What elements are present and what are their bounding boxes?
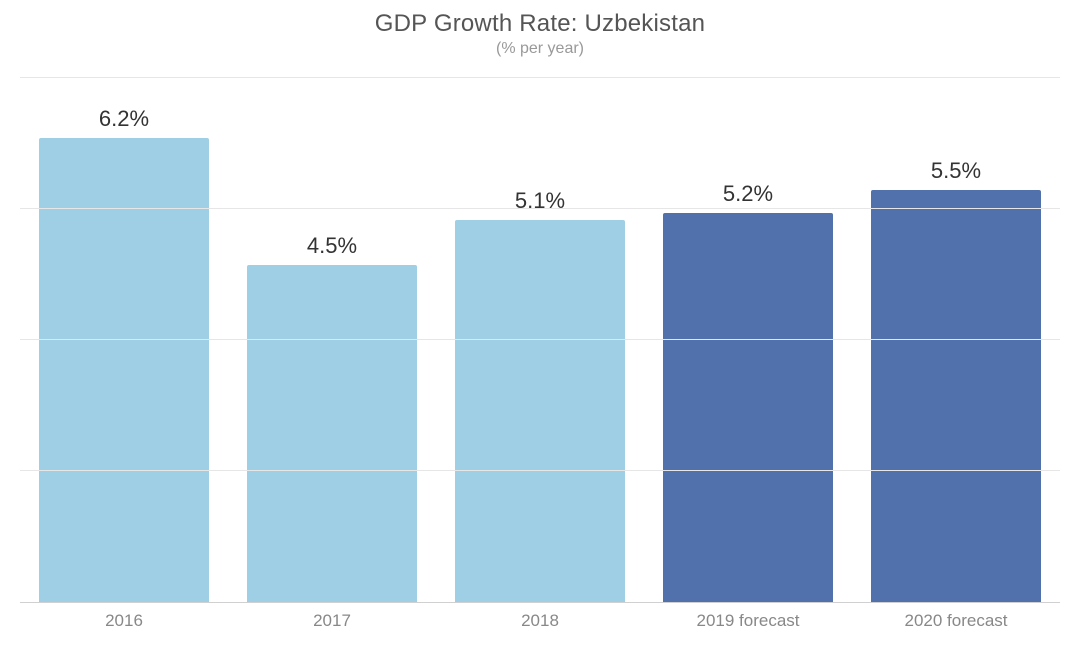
- chart-title-block: GDP Growth Rate: Uzbekistan (% per year): [0, 10, 1080, 58]
- bar-value-label: 6.2%: [99, 106, 149, 132]
- bar-slot: 5.2%: [644, 78, 852, 602]
- bar-value-label: 5.5%: [931, 158, 981, 184]
- x-axis-label: 2019 forecast: [644, 611, 852, 631]
- chart-subtitle: (% per year): [0, 40, 1080, 58]
- plot-area: 6.2%4.5%5.1%5.2%5.5%: [20, 78, 1060, 603]
- bar-value-label: 4.5%: [307, 233, 357, 259]
- x-axis-label: 2018: [436, 611, 644, 631]
- x-axis-label: 2017: [228, 611, 436, 631]
- gridline: [20, 470, 1060, 471]
- gridline: [20, 208, 1060, 209]
- bar: 5.2%: [663, 213, 834, 602]
- x-axis: 2016201720182019 forecast2020 forecast: [20, 611, 1060, 631]
- bar-slot: 4.5%: [228, 78, 436, 602]
- bar-slot: 5.5%: [852, 78, 1060, 602]
- bar-value-label: 5.1%: [515, 188, 565, 214]
- chart-title: GDP Growth Rate: Uzbekistan: [0, 10, 1080, 38]
- bar: 5.1%: [455, 220, 626, 602]
- x-axis-label: 2020 forecast: [852, 611, 1060, 631]
- bars-container: 6.2%4.5%5.1%5.2%5.5%: [20, 78, 1060, 602]
- gridline: [20, 77, 1060, 78]
- bar-slot: 6.2%: [20, 78, 228, 602]
- bar: 5.5%: [871, 190, 1042, 602]
- x-axis-label: 2016: [20, 611, 228, 631]
- bar: 4.5%: [247, 265, 418, 602]
- bar-value-label: 5.2%: [723, 181, 773, 207]
- gdp-bar-chart: GDP Growth Rate: Uzbekistan (% per year)…: [0, 0, 1080, 649]
- gridline: [20, 339, 1060, 340]
- bar-slot: 5.1%: [436, 78, 644, 602]
